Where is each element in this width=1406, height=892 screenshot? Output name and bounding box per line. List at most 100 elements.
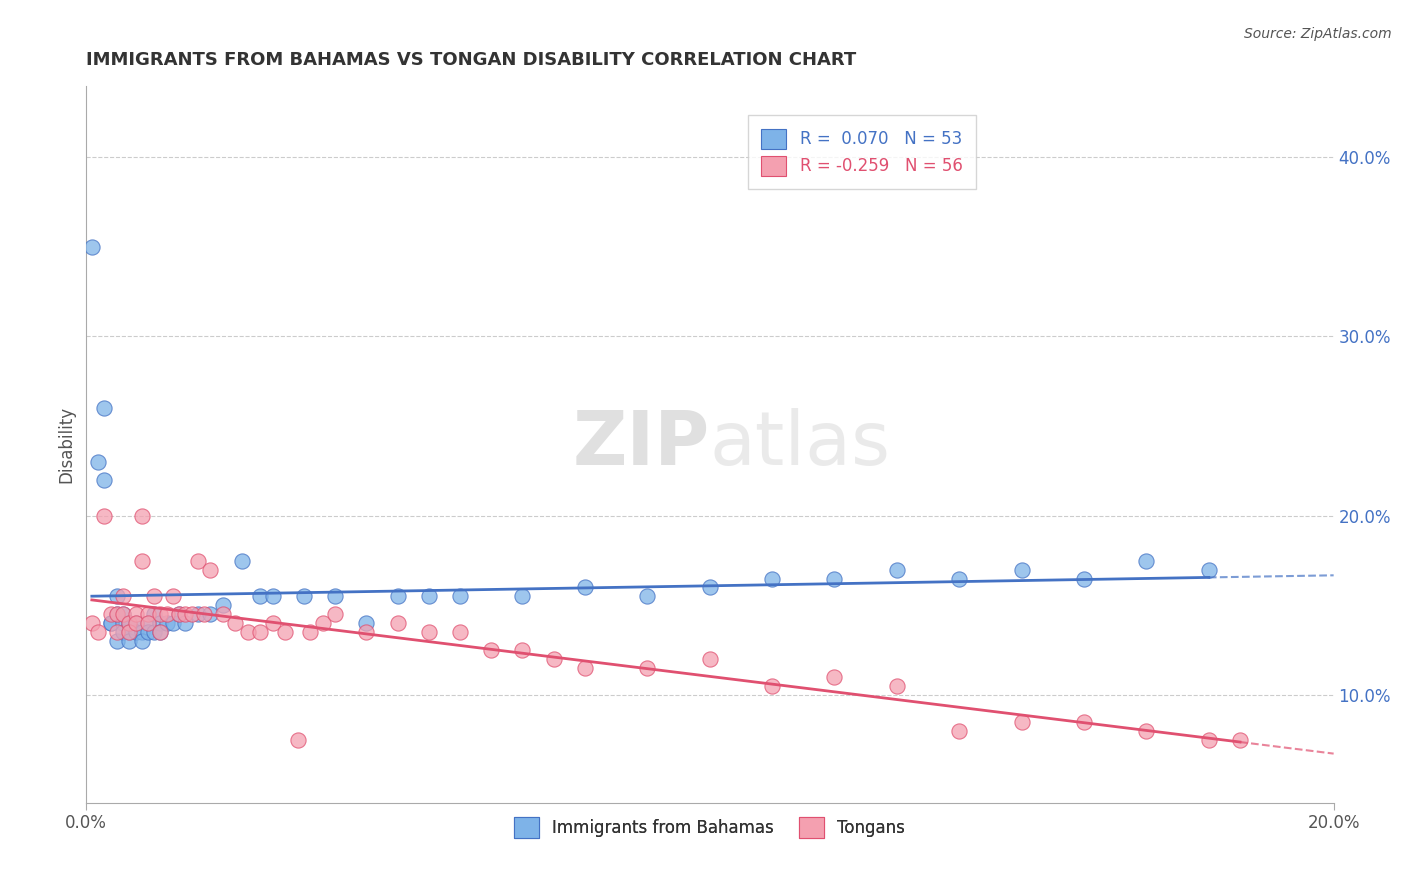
Point [187, 607, 209, 622]
Point [262, 590, 284, 604]
Point [100, 607, 122, 622]
Point [574, 661, 596, 675]
Point [80, 616, 103, 631]
Point [187, 553, 209, 567]
Point [131, 634, 153, 648]
Point [356, 616, 378, 631]
Point [1229, 732, 1251, 747]
Point [479, 643, 502, 657]
Point [323, 607, 346, 622]
Point [80, 240, 103, 254]
Point [124, 616, 146, 631]
Point [136, 616, 159, 631]
Point [287, 732, 309, 747]
Point [200, 563, 222, 577]
Point [1198, 732, 1220, 747]
Point [105, 607, 128, 622]
Legend: Immigrants from Bahamas, Tongans: Immigrants from Bahamas, Tongans [508, 811, 912, 845]
Point [93, 401, 115, 416]
Point [118, 616, 141, 631]
Text: ZIP: ZIP [572, 408, 710, 481]
Point [1135, 723, 1157, 738]
Point [323, 590, 346, 604]
Point [1135, 553, 1157, 567]
Point [105, 607, 128, 622]
Point [100, 616, 122, 631]
Point [131, 508, 153, 523]
Point [699, 652, 721, 666]
Point [886, 679, 908, 693]
Point [1073, 572, 1095, 586]
Point [118, 625, 141, 640]
Text: IMMIGRANTS FROM BAHAMAS VS TONGAN DISABILITY CORRELATION CHART: IMMIGRANTS FROM BAHAMAS VS TONGAN DISABI… [86, 51, 856, 69]
Point [143, 625, 166, 640]
Point [262, 616, 284, 631]
Point [180, 607, 202, 622]
Point [387, 616, 409, 631]
Point [124, 625, 146, 640]
Point [118, 634, 141, 648]
Point [236, 625, 259, 640]
Text: Source: ZipAtlas.com: Source: ZipAtlas.com [1244, 27, 1392, 41]
Point [149, 625, 172, 640]
Point [93, 508, 115, 523]
Text: atlas: atlas [710, 408, 890, 481]
Point [136, 625, 159, 640]
Point [387, 590, 409, 604]
Point [105, 590, 128, 604]
Point [312, 616, 335, 631]
Point [193, 607, 215, 622]
Point [112, 590, 135, 604]
Point [512, 643, 534, 657]
Point [87, 455, 110, 469]
Point [174, 607, 197, 622]
Point [356, 625, 378, 640]
Point [449, 590, 471, 604]
Point [131, 553, 153, 567]
Point [131, 625, 153, 640]
Point [699, 581, 721, 595]
Point [105, 634, 128, 648]
Point [761, 679, 783, 693]
Point [136, 607, 159, 622]
Point [143, 590, 166, 604]
Point [167, 607, 190, 622]
Point [1198, 563, 1220, 577]
Point [1073, 714, 1095, 729]
Point [212, 599, 235, 613]
Point [93, 473, 115, 487]
Point [149, 625, 172, 640]
Point [149, 616, 172, 631]
Point [124, 616, 146, 631]
Point [149, 607, 172, 622]
Point [249, 590, 271, 604]
Point [1011, 563, 1033, 577]
Point [212, 607, 235, 622]
Point [118, 616, 141, 631]
Point [118, 625, 141, 640]
Point [574, 581, 596, 595]
Point [231, 553, 253, 567]
Point [823, 572, 845, 586]
Point [418, 590, 440, 604]
Point [112, 616, 135, 631]
Point [167, 607, 190, 622]
Point [156, 607, 179, 622]
Point [292, 590, 315, 604]
Point [543, 652, 565, 666]
Point [299, 625, 322, 640]
Y-axis label: Disability: Disability [58, 406, 75, 483]
Point [886, 563, 908, 577]
Point [249, 625, 271, 640]
Point [224, 616, 246, 631]
Point [761, 572, 783, 586]
Point [274, 625, 297, 640]
Point [112, 607, 135, 622]
Point [512, 590, 534, 604]
Point [136, 616, 159, 631]
Point [1011, 714, 1033, 729]
Point [948, 723, 970, 738]
Point [636, 590, 658, 604]
Point [418, 625, 440, 640]
Point [143, 607, 166, 622]
